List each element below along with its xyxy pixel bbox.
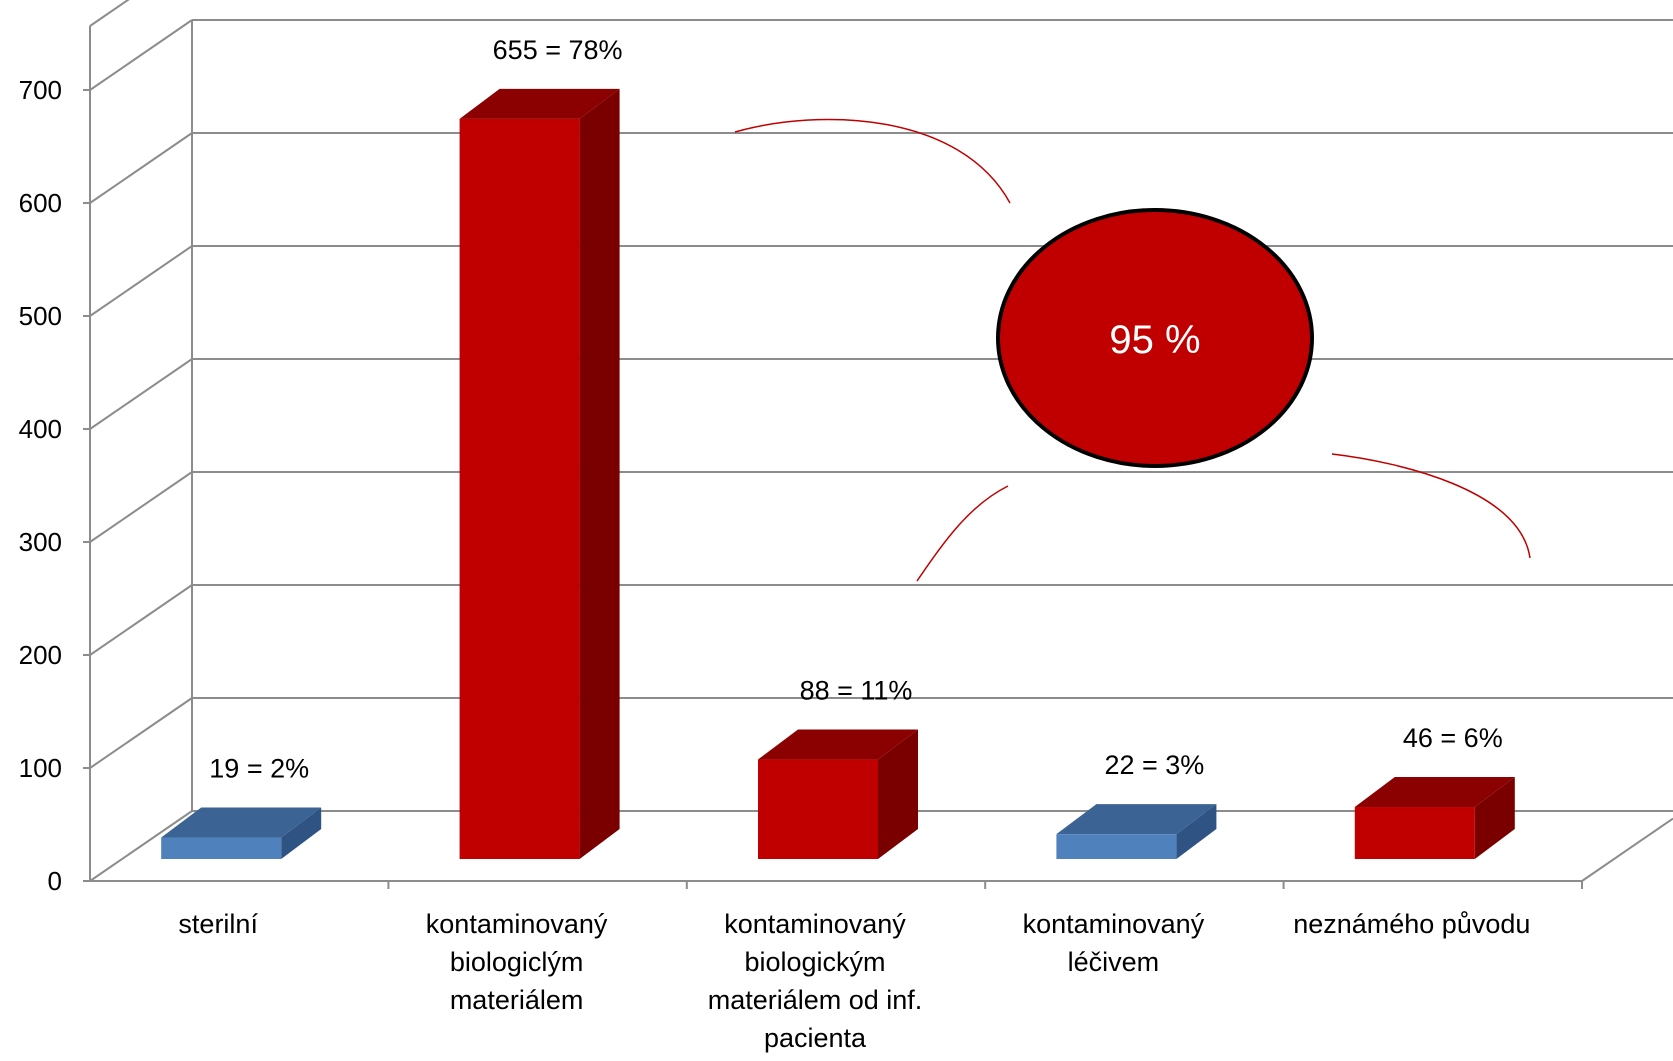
bar-front	[1354, 807, 1475, 859]
side-wall-line	[89, 132, 193, 204]
side-wall-line	[89, 697, 193, 769]
side-wall-line	[89, 19, 193, 91]
bar: 88 = 11%	[758, 676, 918, 859]
bar-front	[161, 837, 282, 859]
side-wall-line	[89, 471, 193, 543]
x-tick-label: biologiclým	[450, 947, 584, 977]
annotation-layer: 95 %	[734, 118, 1531, 582]
y-tick-label: 300	[19, 527, 62, 557]
x-tick-label: materiálem od inf.	[708, 985, 923, 1015]
data-label: 19 = 2%	[209, 754, 309, 784]
data-label: 88 = 11%	[800, 676, 913, 706]
grid-layer	[89, 0, 1673, 882]
bar-top	[459, 88, 620, 119]
x-tick-label: kontaminovaný	[724, 909, 906, 939]
bar: 46 = 6%	[1354, 723, 1515, 859]
bar-front	[459, 118, 580, 860]
side-wall-line	[89, 0, 130, 27]
data-label: 22 = 3%	[1104, 750, 1204, 780]
bars-layer: 19 = 2% 655 = 78% 88 = 11% 22 = 3% 46 = 6%	[161, 35, 1515, 860]
side-wall-line	[89, 584, 193, 656]
bar-side	[1176, 804, 1217, 859]
side-wall-line	[89, 358, 193, 430]
bar-front	[758, 759, 878, 859]
data-label: 655 = 78%	[493, 35, 623, 65]
x-axis: sterilní kontaminovaný biologiclým materiál…	[178, 909, 1530, 1053]
bar-top	[758, 729, 918, 760]
bar-top	[1056, 804, 1217, 835]
percentage-callout-label: 95 %	[1109, 318, 1200, 362]
y-tick-label: 100	[19, 753, 62, 783]
bar-top	[1354, 777, 1515, 808]
bar-side	[579, 88, 620, 860]
x-tick-label: sterilní	[178, 909, 258, 939]
connector-curve-3	[1331, 453, 1531, 559]
bar-side	[1474, 777, 1515, 859]
x-tick-label: léčivem	[1068, 947, 1160, 977]
y-axis: 0 100 200 300 400 500 600 700	[19, 26, 1583, 896]
y-tick-label: 500	[19, 301, 62, 331]
side-wall-line	[89, 245, 193, 317]
x-tick-label: pacienta	[764, 1023, 867, 1053]
data-label: 46 = 6%	[1403, 723, 1503, 753]
percentage-callout	[996, 208, 1314, 468]
floor-right-edge	[1581, 817, 1673, 882]
y-tick-label: 700	[19, 75, 62, 105]
connector-curve-1	[734, 118, 1011, 204]
bar: 655 = 78%	[459, 35, 623, 860]
y-tick-label: 400	[19, 414, 62, 444]
bar-top	[161, 807, 322, 838]
x-tick-label: biologickým	[744, 947, 885, 977]
side-wall-line	[89, 810, 193, 882]
bar-side	[281, 807, 322, 859]
bar-side	[878, 729, 918, 859]
y-tick-label: 200	[19, 640, 62, 670]
bar-front	[1056, 834, 1177, 859]
x-tick-label: neznámého původu	[1293, 909, 1530, 939]
y-tick-label: 0	[48, 866, 62, 896]
x-tick-label: kontaminovaný	[1023, 909, 1205, 939]
y-tick-label: 600	[19, 188, 62, 218]
connector-curve-2	[916, 485, 1009, 582]
x-tick-label: kontaminovaný	[426, 909, 608, 939]
bar: 22 = 3%	[1056, 750, 1217, 859]
bar: 19 = 2%	[161, 754, 322, 859]
x-tick-label: materiálem	[450, 985, 584, 1015]
